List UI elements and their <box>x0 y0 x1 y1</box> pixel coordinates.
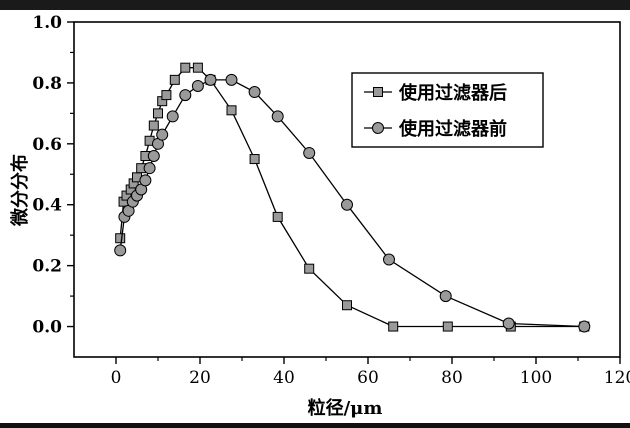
plot-frame <box>73 21 621 358</box>
top-dark-bar <box>0 0 630 10</box>
series-2-point <box>341 198 353 211</box>
y-tick-label: 0.4 <box>32 196 62 216</box>
series-1-point <box>115 233 126 244</box>
y-axis-label: 微分分布 <box>9 154 31 227</box>
series-2-point <box>502 317 515 330</box>
y-tick-label: 0.0 <box>32 318 62 338</box>
legend-frame <box>351 72 544 148</box>
legend-marker <box>373 87 383 97</box>
series-2-point <box>139 174 152 187</box>
series-1-point <box>249 154 260 165</box>
series-layer <box>114 62 591 333</box>
series-1-point <box>153 108 163 119</box>
series-2-point <box>147 150 160 162</box>
series-2 <box>114 73 591 333</box>
series-2-point <box>156 128 169 141</box>
series-1-point <box>169 74 180 85</box>
y-tick-label: 0.8 <box>32 74 62 94</box>
x-axis: 0 20 40 60 80 100 120 <box>111 357 630 388</box>
y-tick-label: 0.2 <box>32 257 62 277</box>
series-2-point <box>303 146 316 159</box>
series-1-point <box>388 321 399 332</box>
x-tick-label: 20 <box>189 368 211 388</box>
legend-label: 使用过滤器后 <box>398 82 507 104</box>
series-1-point <box>192 62 203 73</box>
x-tick-label: 40 <box>273 368 295 388</box>
legend-marker <box>372 122 384 134</box>
series-2-point <box>143 162 156 175</box>
series-2-point <box>383 253 395 266</box>
series-2-point <box>179 89 192 102</box>
series-2-point <box>191 79 204 92</box>
x-tick-label: 80 <box>441 368 463 388</box>
series-2-point <box>204 73 217 86</box>
series-1-point <box>180 62 191 73</box>
series-1-point <box>442 321 453 332</box>
x-tick-label: 120 <box>604 368 630 388</box>
series-1-point <box>342 300 352 311</box>
series-2-point <box>225 73 238 86</box>
y-axis: 0.0 0.2 0.4 0.6 0.8 1.0 <box>32 13 74 338</box>
x-tick-label: 60 <box>357 368 379 388</box>
series-2-point <box>578 320 591 333</box>
series-1-point <box>148 120 159 131</box>
series-1-point <box>304 263 315 274</box>
series-2-point <box>271 110 284 123</box>
series-1 <box>115 62 590 332</box>
x-axis-label: 粒径/μm <box>308 397 383 419</box>
series-2-point <box>114 244 127 257</box>
series-1-point <box>272 211 283 222</box>
y-tick-label: 0.6 <box>32 135 62 155</box>
series-2-point <box>166 110 179 123</box>
y-tick-label: 1.0 <box>32 13 62 33</box>
series-1-point <box>161 90 172 101</box>
series-1-point <box>226 105 237 116</box>
legend-label: 使用过滤器前 <box>398 118 507 140</box>
x-tick-label: 0 <box>111 368 122 388</box>
x-tick-label: 100 <box>520 368 552 388</box>
series-2-point <box>248 86 261 99</box>
series-2-point <box>439 290 452 303</box>
